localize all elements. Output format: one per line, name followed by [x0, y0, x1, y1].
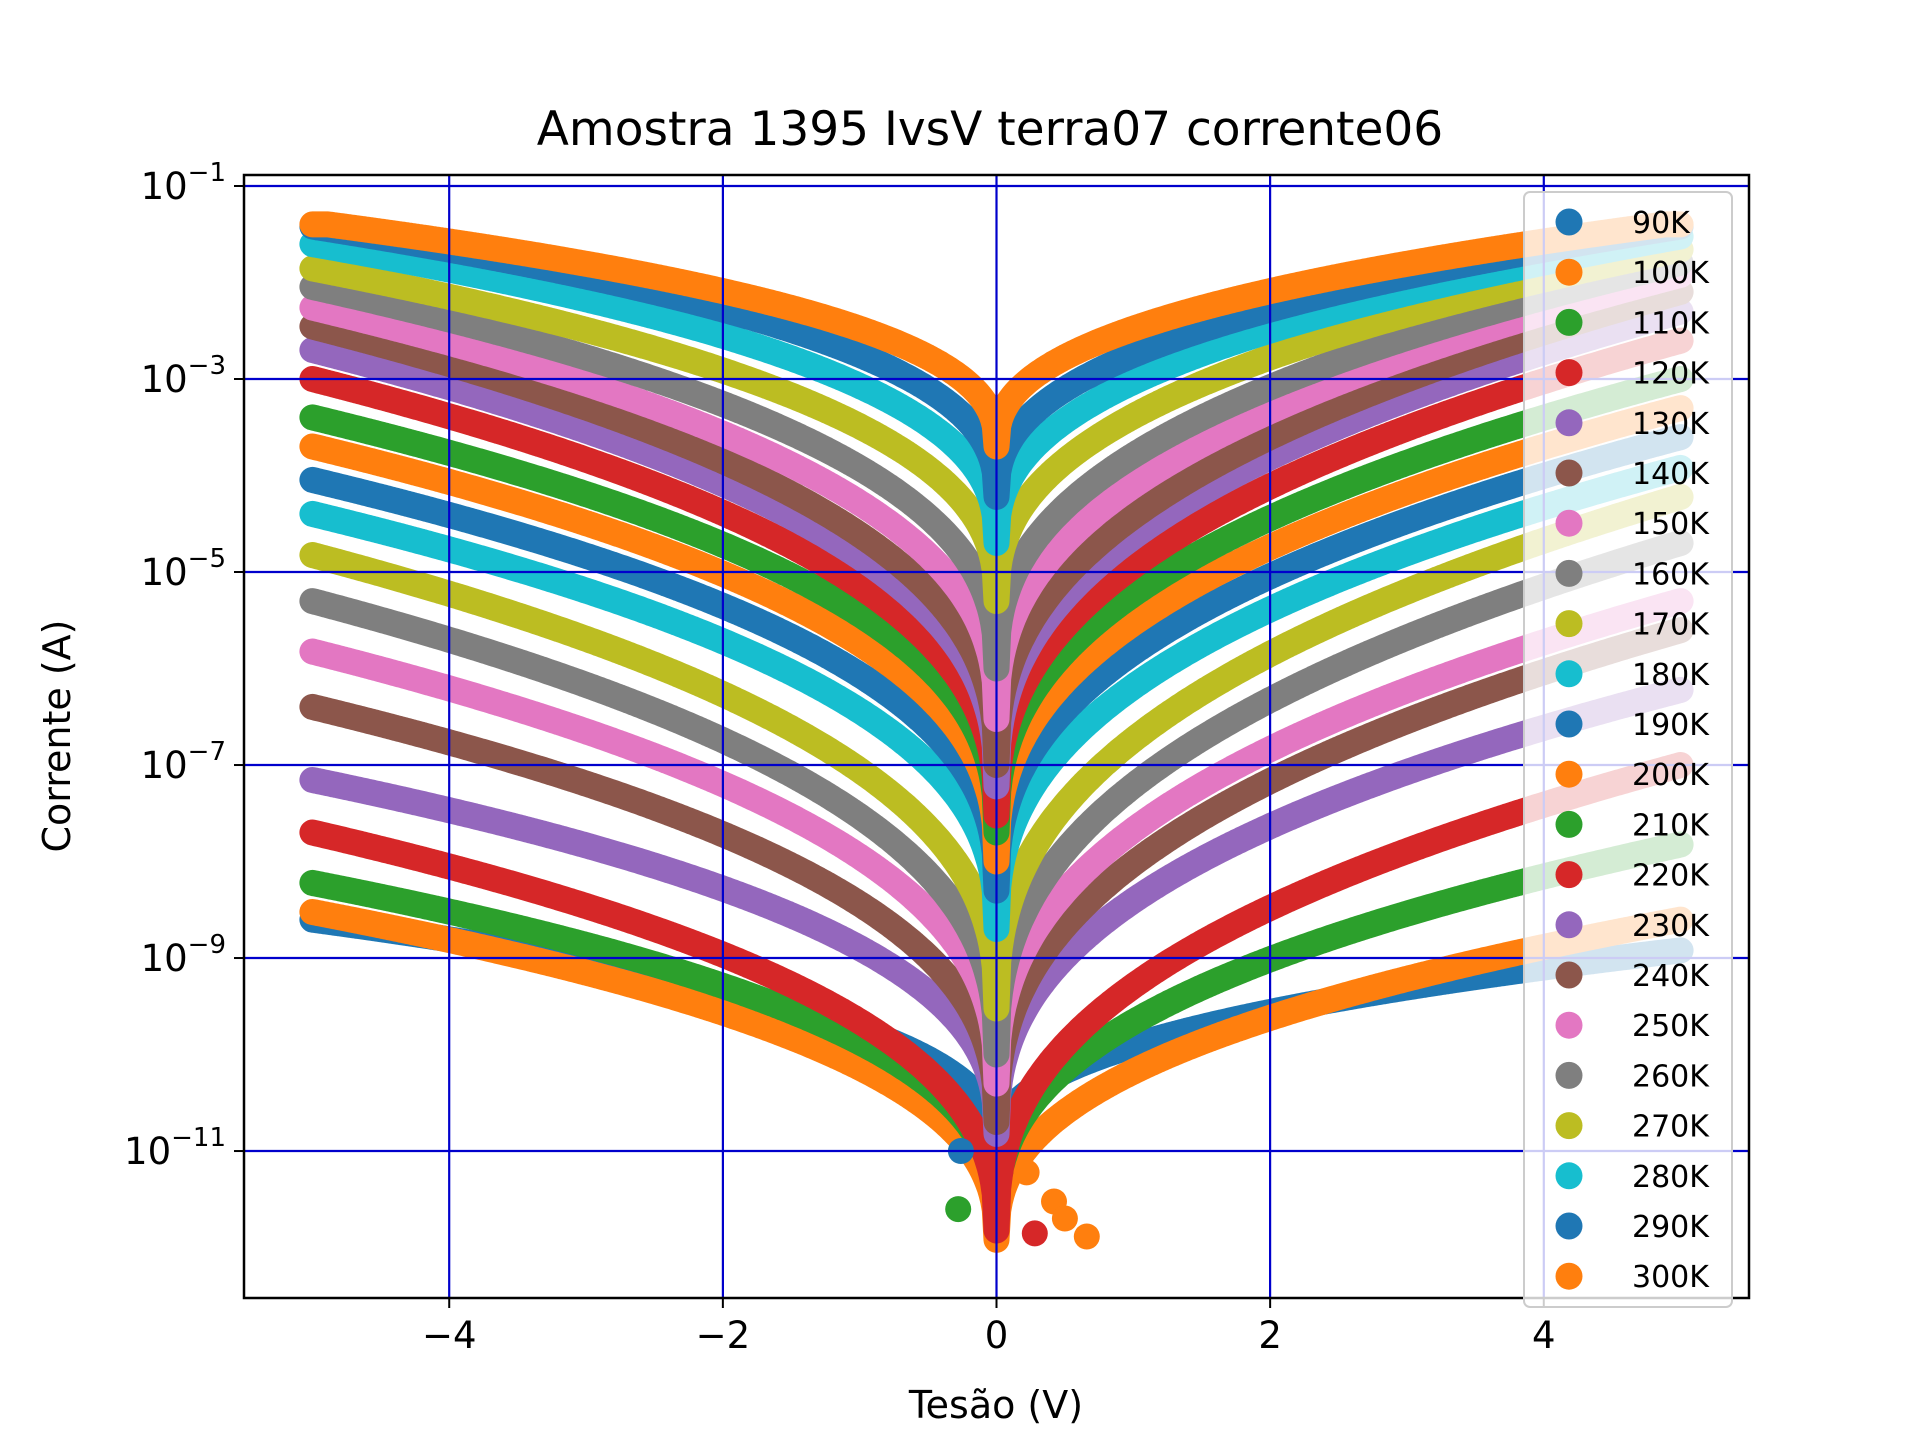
legend-entry-200K: 200K: [1555, 758, 1710, 793]
legend-entry-300K: 300K: [1555, 1260, 1710, 1295]
legend-entry-110K: 110K: [1555, 306, 1710, 341]
legend-marker: [1555, 1061, 1583, 1089]
legend-marker: [1555, 861, 1583, 889]
tick-layer: −4 −2 0 2 4 10−1 10−3 10−5 10−7 10−9 10−11: [124, 158, 1556, 1357]
legend-entry-210K: 210K: [1555, 808, 1710, 843]
legend-label: 300K: [1632, 1260, 1710, 1295]
legend-label: 260K: [1632, 1059, 1710, 1094]
legend-entry-220K: 220K: [1555, 859, 1710, 894]
legend-entry-190K: 190K: [1555, 708, 1710, 743]
legend-entry-250K: 250K: [1555, 1009, 1710, 1044]
legend-entry-90K: 90K: [1555, 206, 1691, 241]
legend-marker: [1555, 710, 1583, 738]
legend-entry-100K: 100K: [1555, 256, 1710, 291]
legend-label: 210K: [1632, 808, 1710, 843]
x-tick-label: 4: [1532, 1314, 1556, 1357]
legend-entry-120K: 120K: [1555, 357, 1710, 392]
legend-label: 100K: [1632, 256, 1710, 291]
legend-label: 90K: [1632, 206, 1691, 241]
y-tick-label: 10−3: [141, 351, 226, 401]
legend-label: 120K: [1632, 357, 1710, 392]
outlier-point-120K: [1021, 1220, 1048, 1247]
legend-marker: [1555, 509, 1583, 537]
x-tick-label: 0: [985, 1314, 1009, 1357]
legend: 90K 100K 110K 120K 130K 140K 150K 160K 170K 180K 1…: [1523, 191, 1733, 1308]
x-tick-label: −2: [696, 1314, 751, 1357]
legend-marker: [1555, 258, 1583, 286]
legend-marker: [1555, 1162, 1583, 1190]
legend-label: 110K: [1632, 306, 1710, 341]
legend-label: 170K: [1632, 608, 1710, 643]
legend-marker: [1555, 610, 1583, 638]
legend-entry-260K: 260K: [1555, 1059, 1710, 1094]
x-tick-label: −4: [422, 1314, 477, 1357]
legend-marker: [1555, 459, 1583, 487]
legend-label: 200K: [1632, 758, 1710, 793]
legend-marker: [1555, 208, 1583, 236]
legend-entry-130K: 130K: [1555, 407, 1710, 442]
legend-label: 240K: [1632, 959, 1710, 994]
legend-marker: [1555, 1212, 1583, 1240]
legend-marker: [1555, 1011, 1583, 1039]
y-tick-label: 10−5: [141, 544, 226, 594]
legend-entry-170K: 170K: [1555, 608, 1710, 643]
grid-layer: [244, 175, 1749, 1298]
legend-entry-280K: 280K: [1555, 1160, 1710, 1195]
legend-entry-180K: 180K: [1555, 658, 1710, 693]
legend-label: 220K: [1632, 859, 1710, 894]
outlier-point-100K: [1073, 1223, 1100, 1250]
outlier-point-110K: [945, 1196, 972, 1223]
legend-entry-290K: 290K: [1555, 1210, 1710, 1245]
legend-label: 180K: [1632, 658, 1710, 693]
legend-marker: [1555, 660, 1583, 688]
legend-label: 190K: [1632, 708, 1710, 743]
x-tick-label: 2: [1258, 1314, 1282, 1357]
y-axis-label: Corrente (A): [35, 620, 79, 853]
legend-label: 160K: [1632, 557, 1710, 592]
legend-entry-150K: 150K: [1555, 507, 1710, 542]
legend-entry-270K: 270K: [1555, 1110, 1710, 1145]
legend-label: 150K: [1632, 507, 1710, 542]
legend-marker: [1555, 961, 1583, 989]
x-axis-label: Tesão (V): [908, 1383, 1083, 1427]
y-tick-label: 10−1: [141, 158, 226, 208]
legend-marker: [1555, 359, 1583, 387]
legend-marker: [1555, 409, 1583, 437]
legend-label: 140K: [1632, 457, 1710, 492]
outlier-point-100K: [1051, 1205, 1078, 1232]
legend-label: 290K: [1632, 1210, 1710, 1245]
y-tick-label: 10−11: [124, 1123, 226, 1173]
legend-marker: [1555, 1262, 1583, 1290]
legend-label: 230K: [1632, 909, 1710, 944]
legend-marker: [1555, 810, 1583, 838]
legend-entry-230K: 230K: [1555, 909, 1710, 944]
legend-entry-240K: 240K: [1555, 959, 1710, 994]
legend-entries: 90K 100K 110K 120K 130K 140K 150K 160K 170K 180K 1…: [1555, 206, 1710, 1295]
legend-entry-140K: 140K: [1555, 457, 1710, 492]
chart-title: Amostra 1395 IvsV terra07 corrente06: [537, 102, 1443, 157]
legend-label: 130K: [1632, 407, 1710, 442]
legend-marker: [1555, 760, 1583, 788]
legend-label: 250K: [1632, 1009, 1710, 1044]
legend-label: 270K: [1632, 1110, 1710, 1145]
legend-marker: [1555, 911, 1583, 939]
y-tick-label: 10−7: [141, 737, 226, 787]
outlier-point-100K: [1013, 1159, 1040, 1186]
y-tick-label: 10−9: [141, 930, 226, 980]
legend-label: 280K: [1632, 1160, 1710, 1195]
legend-entry-160K: 160K: [1555, 557, 1710, 592]
legend-marker: [1555, 308, 1583, 336]
legend-marker: [1555, 1112, 1583, 1140]
legend-marker: [1555, 559, 1583, 587]
plot-area: −4 −2 0 2 4 10−1 10−3 10−5 10−7 10−9 10−11: [124, 158, 1751, 1357]
